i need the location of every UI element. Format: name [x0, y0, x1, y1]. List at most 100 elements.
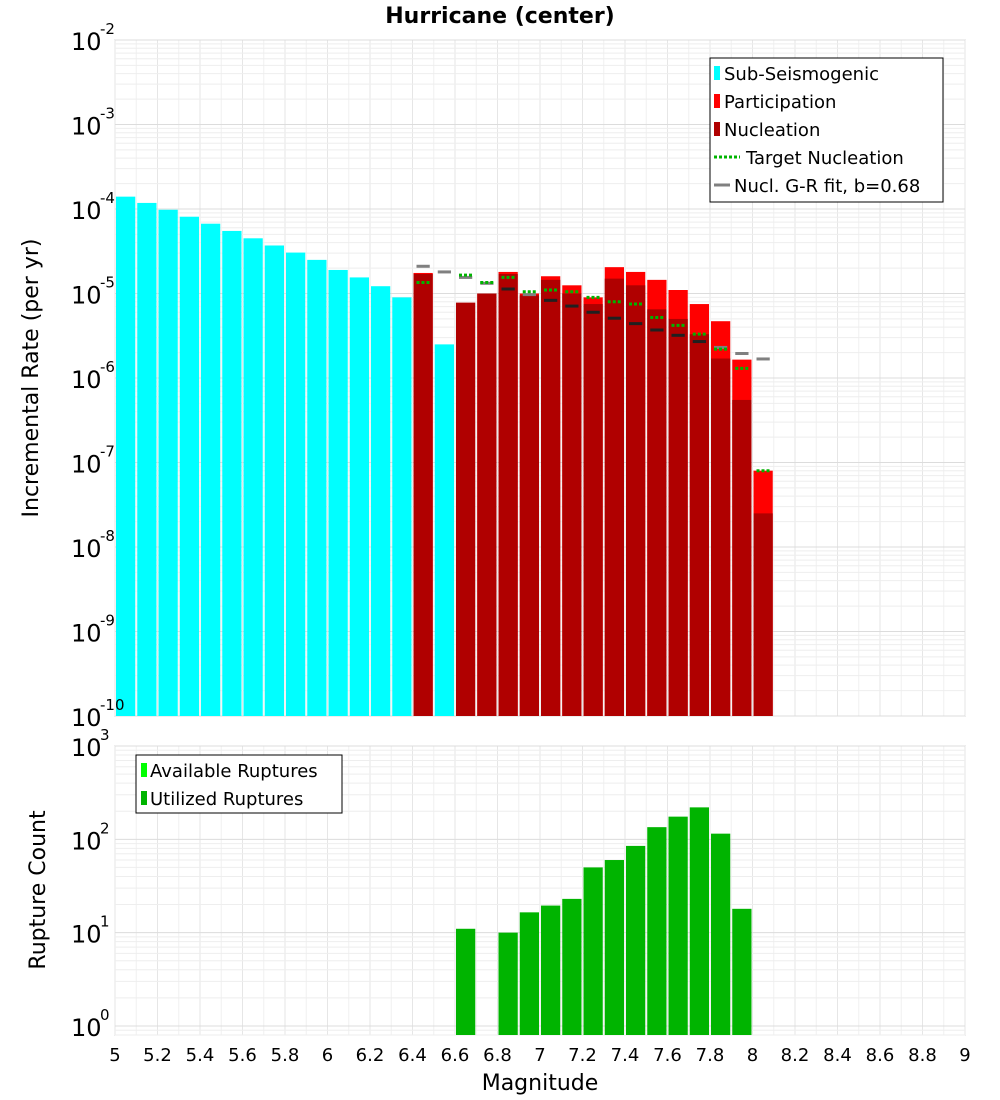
utilized-ruptures-bar — [456, 928, 476, 1035]
sub-seismogenic-bar — [371, 286, 391, 716]
x-tick-label: 6 — [322, 1045, 333, 1066]
nucleation-bar — [413, 274, 433, 716]
x-tick-label: 7.4 — [611, 1045, 640, 1066]
sub-seismogenic-bar — [158, 209, 178, 716]
x-axis-label: Magnitude — [482, 1071, 599, 1096]
x-tick-label: 8.6 — [866, 1045, 895, 1066]
x-tick-label: 6.4 — [398, 1045, 427, 1066]
count-y-tick-exponent: 2 — [100, 819, 110, 837]
x-tick-label: 9 — [959, 1045, 970, 1066]
utilized-ruptures-bar — [668, 816, 688, 1035]
chart-title: Hurricane (center) — [385, 4, 614, 29]
rate-y-tick-base: 10 — [71, 28, 102, 56]
sub-seismogenic-bar — [264, 245, 284, 717]
count-grid — [114, 745, 966, 1036]
nucleation-bar — [477, 293, 497, 716]
x-tick-label: 5 — [109, 1045, 120, 1066]
rate-legend-box — [709, 57, 944, 203]
utilized-ruptures-bar — [541, 905, 561, 1035]
utilized-ruptures-bar — [711, 833, 731, 1035]
utilized-ruptures-bar — [689, 807, 709, 1035]
legend-label-sub-seismogenic: Sub-Seismogenic — [724, 64, 879, 85]
utilized-ruptures-bar — [647, 827, 667, 1035]
count-bars — [456, 807, 752, 1035]
rate-lines — [416, 264, 770, 473]
rate-y-tick-base: 10 — [71, 451, 102, 479]
nucleation-bar — [668, 318, 688, 716]
utilized-ruptures-bar — [732, 908, 752, 1035]
x-tick-label: 8.8 — [908, 1045, 937, 1066]
rate-y-tick-exponent: -6 — [100, 358, 115, 376]
utilized-ruptures-bar — [519, 912, 539, 1035]
rate-y-tick-base: 10 — [71, 113, 102, 141]
x-tick-label: 6.6 — [441, 1045, 470, 1066]
x-tick-label: 5.4 — [186, 1045, 215, 1066]
x-tick-label: 8.4 — [823, 1045, 852, 1066]
nucleation-bar — [647, 309, 667, 716]
rate-y-tick-base: 10 — [71, 197, 102, 225]
nucleation-bar — [562, 293, 582, 716]
count-y-tick-base: 10 — [71, 827, 102, 855]
nucleation-bar — [583, 304, 603, 716]
nucleation-bar — [541, 279, 561, 716]
sub-seismogenic-bar — [179, 216, 199, 716]
nucleation-bar — [689, 334, 709, 716]
nucleation-bar — [626, 285, 646, 716]
rate-y-tick-exponent: -10 — [100, 696, 125, 714]
count-y-tick-exponent: 1 — [100, 913, 110, 931]
legend-swatch-utilized-ruptures — [141, 791, 147, 805]
rate-y-tick-base: 10 — [71, 366, 102, 394]
count-y-axis-label: Rupture Count — [26, 810, 51, 970]
nucleation-bar — [456, 302, 476, 716]
legend-swatch-participation — [714, 94, 720, 108]
legend-label-participation: Participation — [724, 92, 836, 113]
rate-y-tick-exponent: -3 — [100, 105, 115, 123]
nucleation-bar — [604, 278, 624, 716]
legend-swatch-sub-seismogenic — [714, 66, 720, 80]
rate-y-tick-exponent: -4 — [100, 189, 115, 207]
utilized-ruptures-bar — [583, 867, 603, 1035]
count-y-tick-exponent: 3 — [100, 726, 110, 744]
sub-seismogenic-bar — [137, 202, 157, 716]
legend-label-target-nucleation: Target Nucleation — [745, 148, 904, 169]
count-y-tick-base: 10 — [71, 1014, 102, 1042]
nucleation-bar — [498, 274, 518, 716]
x-tick-label: 5.6 — [228, 1045, 257, 1066]
x-tick-label: 7.8 — [696, 1045, 725, 1066]
count-y-tick-base: 10 — [71, 921, 102, 949]
legend-label-available-ruptures: Available Ruptures — [150, 761, 318, 782]
x-tick-label: 7 — [534, 1045, 545, 1066]
utilized-ruptures-bar — [498, 932, 518, 1035]
rate-y-tick-exponent: -9 — [100, 612, 115, 630]
rate-y-tick-exponent: -8 — [100, 527, 115, 545]
nucleation-bar — [753, 513, 773, 716]
sub-seismogenic-bar — [392, 297, 412, 716]
rate-y-tick-exponent: -2 — [100, 20, 115, 38]
sub-seismogenic-bar — [434, 344, 454, 716]
nucleation-bar — [519, 295, 539, 716]
rate-y-tick-base: 10 — [71, 535, 102, 563]
sub-seismogenic-bar — [222, 230, 242, 717]
sub-seismogenic-bar — [201, 223, 221, 716]
rate-y-tick-base: 10 — [71, 704, 102, 732]
sub-seismogenic-bar — [349, 277, 369, 716]
x-ticks: 5 5.2 5.4 5.6 5.8 6 6.2 6.4 6.6 6.8 7 7.2 7.4 7.6 7.8 8… — [109, 1045, 970, 1066]
rate-y-tick-base: 10 — [71, 620, 102, 648]
sub-seismogenic-bar — [307, 259, 327, 716]
rate-y-axis-label: Incremental Rate (per yr) — [19, 239, 44, 518]
legend-label-nucleation: Nucleation — [724, 120, 820, 141]
x-tick-label: 5.8 — [271, 1045, 300, 1066]
legend-label-gr-fit: Nucl. G-R fit, b=0.68 — [734, 176, 920, 197]
x-tick-label: 8 — [747, 1045, 758, 1066]
count-y-tick-exponent: 0 — [100, 1006, 110, 1024]
legend-label-utilized-ruptures: Utilized Ruptures — [150, 789, 303, 810]
sub-seismogenic-bar — [116, 196, 136, 717]
sub-seismogenic-bar — [286, 252, 306, 716]
sub-seismogenic-bar — [328, 269, 348, 716]
legend-swatch-nucleation — [714, 122, 720, 136]
rate-bars — [116, 196, 773, 717]
rate-y-tick-exponent: -5 — [100, 274, 115, 292]
